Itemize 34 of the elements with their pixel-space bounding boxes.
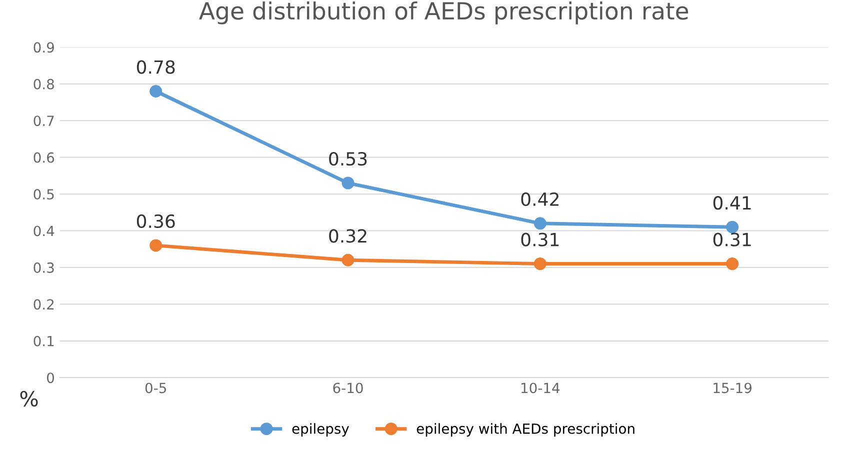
- y-tick-label: 0.7: [34, 116, 54, 126]
- data-label: 0.42: [521, 192, 558, 206]
- y-tick-label: 0.1: [34, 336, 54, 346]
- x-tick-label: 6-10: [333, 382, 363, 394]
- y-tick-label: 0.6: [34, 152, 54, 163]
- point: [150, 85, 162, 98]
- legend-label: epilepsy: [292, 423, 350, 437]
- x-tick-label: 0-5: [145, 382, 166, 394]
- data-label: 0.31: [521, 232, 559, 246]
- point: [342, 254, 354, 266]
- point: [726, 220, 739, 234]
- y-axis-title: %: [20, 390, 38, 407]
- y-tick-label: 0: [47, 372, 54, 384]
- x-tick-label: 10-14: [522, 382, 560, 394]
- data-label: 0.31: [713, 232, 751, 246]
- point: [342, 176, 354, 190]
- point: [534, 258, 546, 270]
- y-tick-label: 0.9: [34, 42, 54, 53]
- data-label: 0.53: [329, 152, 367, 166]
- y-tick-label: 0.5: [34, 189, 54, 200]
- data-label: 0.36: [136, 214, 175, 228]
- y-tick-label: 0.4: [34, 226, 54, 236]
- data-label: 0.78: [136, 60, 175, 74]
- point: [150, 239, 162, 252]
- data-label: 0.41: [713, 196, 751, 210]
- data-label: 0.32: [329, 229, 366, 243]
- point: [726, 258, 739, 270]
- legend-label: epilepsy with AEDs prescription: [416, 423, 634, 437]
- x-tick-label: 15-19: [714, 382, 752, 394]
- point: [534, 217, 546, 230]
- chart-title: Age distribution of AEDs prescription rate: [199, 1, 688, 24]
- y-tick-label: 0.8: [34, 78, 54, 90]
- y-tick-label: 0.3: [34, 262, 54, 273]
- y-tick-label: 0.2: [34, 299, 54, 310]
